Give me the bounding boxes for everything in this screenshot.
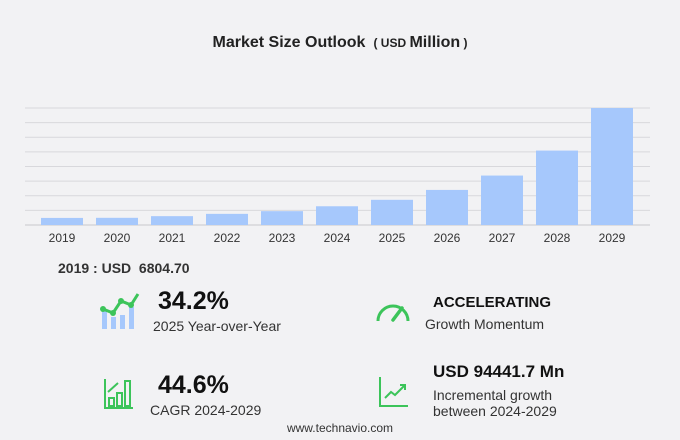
title-unit: ( USD Million ) [373, 34, 468, 51]
x-tick-label: 2021 [159, 231, 186, 245]
base-year-value: 2019 : USD 6804.70 [58, 260, 190, 276]
yoy-value: 34.2% [158, 287, 229, 315]
title-text: Market Size Outlook [212, 34, 366, 51]
speedometer-icon [375, 298, 411, 329]
unit-prefix: USD [380, 36, 407, 50]
bar-2028 [536, 150, 578, 225]
momentum-label: Growth Momentum [425, 316, 545, 332]
unit-text: Million [409, 34, 461, 51]
yoy-label: 2025 Year-over-Year [153, 318, 281, 334]
bar-2027 [481, 175, 523, 225]
x-tick-label: 2025 [379, 231, 406, 245]
x-tick-label: 2027 [489, 231, 516, 245]
x-tick-label: 2023 [269, 231, 296, 245]
x-tick-label: 2019 [49, 231, 76, 245]
bar-2020 [96, 217, 138, 225]
chart-title: Market Size Outlook ( USD Million ) [0, 34, 680, 52]
yoy-icon [100, 291, 142, 336]
x-tick-label: 2028 [544, 231, 571, 245]
cagr-value: 44.6% [158, 371, 229, 399]
incremental-value: USD 94441.7 Mn [433, 362, 565, 381]
incremental-label-2: between 2024-2029 [433, 403, 557, 419]
x-tick-label: 2029 [599, 231, 626, 245]
growth-line-icon [379, 376, 409, 413]
momentum-value: ACCELERATING [433, 294, 552, 311]
bar-2025 [371, 199, 413, 225]
bar-2022 [206, 213, 248, 225]
cagr-icon [104, 378, 134, 415]
bar-2024 [316, 206, 358, 225]
bar-2029 [591, 108, 633, 225]
x-tick-label: 2020 [104, 231, 131, 245]
bar-2023 [261, 211, 303, 225]
x-tick-label: 2024 [324, 231, 351, 245]
cagr-label: CAGR 2024-2029 [150, 402, 262, 418]
x-tick-label: 2026 [434, 231, 461, 245]
x-tick-label: 2022 [214, 231, 241, 245]
footer-url: www.technavio.com [286, 421, 394, 435]
bar-2026 [426, 189, 468, 225]
bar-2021 [151, 216, 193, 225]
incremental-label-1: Incremental growth [433, 387, 553, 403]
bar-2019 [41, 217, 83, 225]
bar-chart: 2019 2020 2021 2022 2023 2024 2025 2026 2027 2028… [25, 107, 650, 245]
